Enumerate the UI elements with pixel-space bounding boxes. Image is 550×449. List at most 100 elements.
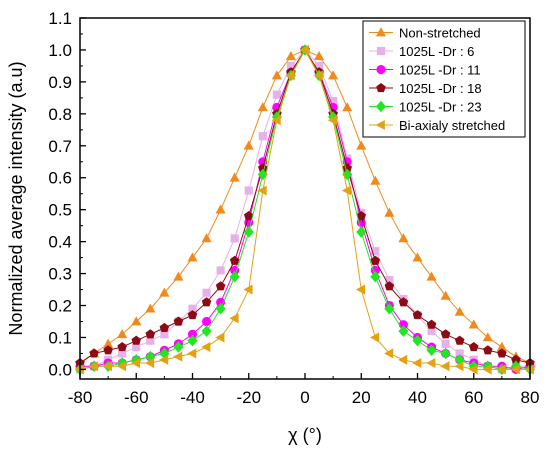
data-point: [173, 271, 184, 281]
data-point: [202, 288, 211, 297]
x-tick-label: 40: [408, 388, 427, 407]
data-point: [257, 185, 267, 196]
data-point: [468, 364, 478, 375]
data-point: [356, 140, 367, 150]
series-5: [74, 44, 534, 375]
data-point: [173, 316, 184, 326]
data-point: [356, 226, 367, 238]
y-tick-label: 0.5: [48, 201, 72, 220]
legend-item: 1025L -Dr : 6: [369, 44, 474, 59]
data-point: [201, 325, 212, 337]
data-point: [454, 306, 465, 316]
data-point: [187, 310, 198, 320]
data-point: [384, 207, 395, 217]
data-point: [412, 252, 423, 262]
data-point: [426, 319, 437, 329]
data-point: [511, 354, 521, 364]
data-point: [510, 364, 520, 375]
y-axis-title: Normalized average intensity (a.u): [6, 61, 26, 335]
data-point: [229, 313, 239, 324]
data-point: [468, 319, 479, 329]
x-tick-label: 0: [300, 388, 309, 407]
data-point: [118, 349, 127, 358]
data-point: [285, 70, 295, 81]
data-point: [145, 357, 155, 369]
data-point: [215, 302, 226, 315]
data-point: [385, 275, 394, 285]
y-tick-label: 0.7: [48, 137, 72, 156]
data-point: [271, 70, 282, 80]
data-point: [88, 361, 98, 372]
x-tick-label: -60: [124, 388, 149, 407]
legend-marker: [376, 82, 386, 93]
y-tick-label: 0.9: [48, 73, 72, 92]
data-point: [370, 175, 381, 185]
legend-label: Bi-axialy stretched: [399, 118, 505, 133]
data-point: [454, 361, 464, 372]
data-point: [440, 329, 451, 339]
data-point: [440, 361, 450, 372]
data-point: [426, 271, 437, 281]
data-point: [370, 332, 380, 343]
x-axis-title: χ (°): [288, 425, 322, 445]
data-point: [454, 335, 465, 345]
data-point: [215, 281, 226, 291]
data-point: [159, 322, 170, 332]
data-point: [132, 342, 141, 352]
data-point: [258, 132, 267, 141]
data-point: [243, 211, 254, 221]
data-point: [159, 287, 170, 297]
data-point: [412, 334, 423, 347]
data-point: [496, 364, 506, 375]
data-point: [468, 342, 479, 352]
y-tick-label: 0.4: [48, 233, 72, 252]
y-tick-label: 1.0: [48, 41, 72, 60]
data-point: [201, 342, 211, 353]
data-point: [426, 344, 437, 357]
data-point: [131, 335, 142, 345]
data-point: [130, 357, 141, 369]
data-point: [187, 252, 198, 262]
data-point: [328, 70, 339, 80]
data-point: [216, 266, 225, 275]
legend-item: 1025L -Dr : 11: [369, 63, 481, 78]
data-point: [159, 354, 169, 365]
legend: Non-stretched 1025L -Dr : 6 1025L -Dr : 11…: [362, 20, 526, 138]
data-point: [230, 234, 239, 243]
legend-item: Bi-axialy stretched: [369, 118, 505, 133]
data-point: [229, 271, 240, 283]
legend-item: 1025L -Dr : 23: [369, 100, 482, 115]
data-point: [173, 351, 183, 362]
data-point: [482, 332, 493, 342]
x-tick-label: 80: [521, 388, 540, 407]
data-point: [271, 115, 281, 126]
data-point: [440, 290, 451, 300]
y-tick-label: 0.0: [48, 360, 72, 379]
data-point: [482, 360, 493, 372]
data-point: [131, 316, 142, 326]
legend-item: Non-stretched: [369, 26, 481, 41]
x-tick-label: -40: [180, 388, 205, 407]
data-point: [455, 349, 464, 358]
data-point: [329, 96, 338, 106]
data-point: [215, 332, 225, 343]
data-point: [355, 284, 366, 295]
y-tick-label: 0.2: [48, 297, 72, 316]
data-point: [173, 341, 184, 353]
data-point: [441, 339, 450, 348]
y-tick-label: 0.1: [48, 328, 72, 347]
data-point: [187, 348, 197, 359]
data-point: [89, 348, 99, 358]
data-point: [412, 357, 422, 369]
data-point: [398, 297, 409, 307]
y-tick-label: 1.1: [48, 9, 72, 28]
legend-marker: [375, 119, 385, 131]
data-point: [314, 61, 324, 71]
x-tick-label: -80: [68, 388, 93, 407]
data-point: [257, 102, 268, 112]
data-point: [370, 255, 381, 265]
data-point: [117, 342, 127, 352]
legend-marker: [375, 100, 387, 113]
data-point: [314, 51, 325, 61]
